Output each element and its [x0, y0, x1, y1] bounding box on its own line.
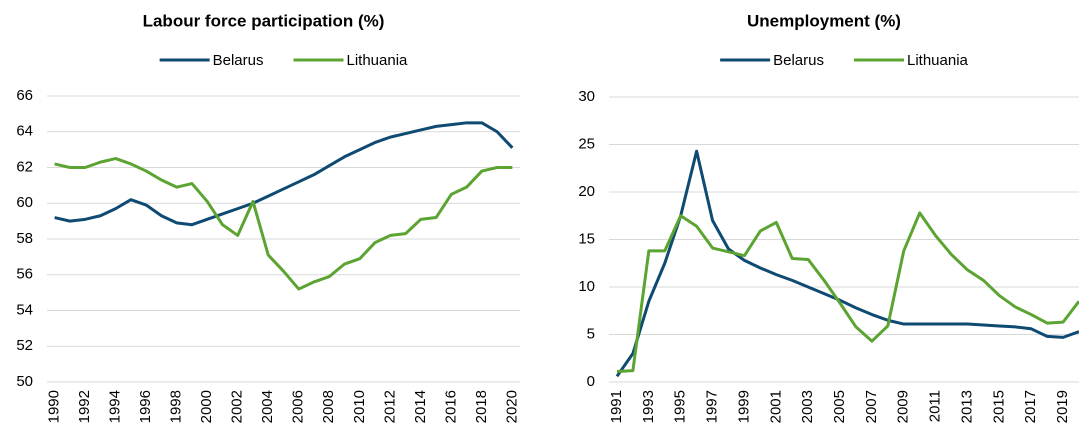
x-tick-label: 2016: [442, 390, 459, 423]
y-tick-label: 56: [16, 266, 33, 283]
x-tick-label: 2018: [473, 390, 490, 423]
x-tick-label: 1991: [608, 390, 625, 423]
x-tick-label: 2000: [198, 390, 215, 423]
x-tick-label: 2011: [927, 390, 944, 422]
y-tick-label: 66: [16, 87, 33, 104]
y-tick-label: 62: [16, 158, 33, 175]
series-line: [54, 121, 514, 227]
x-tick-label: 2005: [831, 390, 848, 423]
x-tick-label: 2013: [958, 390, 975, 423]
y-tick-label: 25: [578, 135, 595, 152]
y-tick-label: 58: [16, 230, 33, 247]
x-tick-label: 1996: [137, 390, 154, 423]
x-tick-label: 2010: [351, 390, 368, 423]
legend-label: Lithuania: [346, 52, 408, 69]
x-tick-label: 1999: [735, 390, 752, 423]
x-tick-label: 1990: [46, 390, 63, 423]
x-tick-label: 1998: [168, 390, 185, 423]
x-tick-label: 2001: [767, 390, 784, 423]
series-line: [616, 211, 1079, 374]
chart-title: Labour force participation (%): [143, 11, 385, 30]
x-tick-label: 2004: [259, 390, 276, 423]
x-tick-label: 2017: [1022, 390, 1039, 423]
y-tick-label: 54: [16, 301, 33, 318]
series-line: [615, 149, 1079, 378]
y-tick-label: 20: [578, 183, 595, 200]
x-tick-label: 1997: [704, 390, 721, 423]
x-tick-label: 2019: [1054, 390, 1071, 423]
legend-label: Lithuania: [907, 52, 969, 69]
y-tick-label: 50: [16, 373, 33, 390]
x-tick-label: 2014: [412, 390, 429, 423]
x-tick-label: 2002: [229, 390, 246, 423]
legend-label: Belarus: [773, 52, 824, 69]
x-tick-label: 1992: [76, 390, 93, 423]
y-tick-label: 15: [578, 230, 595, 247]
x-tick-label: 2009: [895, 390, 912, 423]
chart-title: Unemployment (%): [747, 11, 901, 30]
series-line: [54, 157, 513, 291]
x-tick-label: 2003: [799, 390, 816, 423]
x-tick-label: 2012: [381, 390, 398, 423]
legend-label: Belarus: [213, 52, 264, 69]
x-tick-label: 1995: [672, 390, 689, 423]
x-tick-label: 1994: [107, 390, 124, 423]
x-tick-label: 1993: [640, 390, 657, 423]
x-tick-label: 2020: [503, 390, 520, 423]
x-tick-label: 2015: [990, 390, 1007, 423]
y-tick-label: 64: [16, 123, 33, 140]
x-tick-label: 2008: [320, 390, 337, 423]
y-tick-label: 10: [578, 278, 595, 295]
x-tick-label: 2006: [290, 390, 307, 423]
y-tick-label: 30: [578, 88, 595, 105]
y-tick-label: 60: [16, 194, 33, 211]
y-tick-label: 5: [587, 325, 595, 342]
x-tick-label: 2007: [863, 390, 880, 423]
y-tick-label: 52: [16, 337, 33, 354]
y-tick-label: 0: [587, 373, 595, 390]
